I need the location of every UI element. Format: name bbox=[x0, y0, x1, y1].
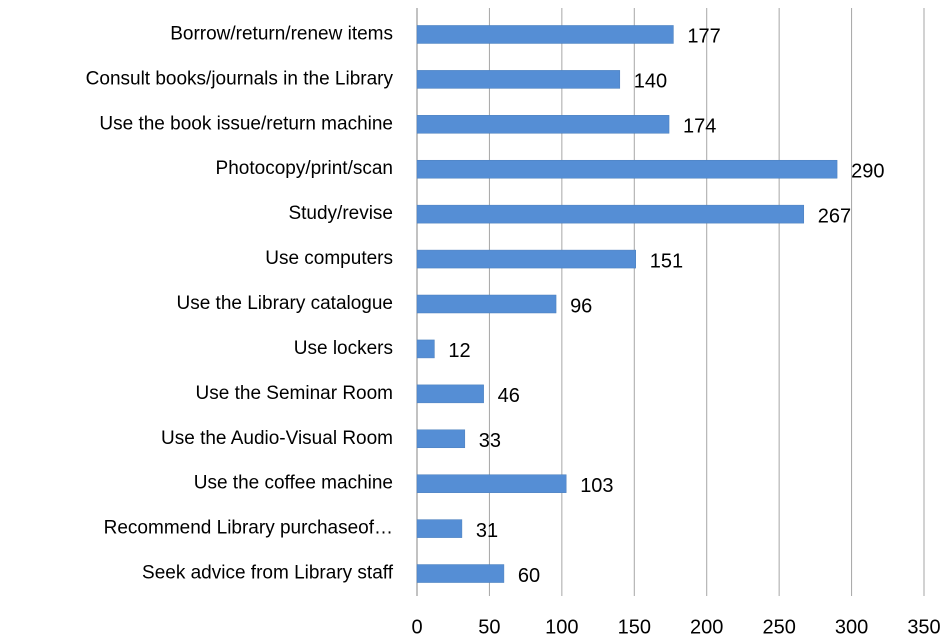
bar bbox=[416, 474, 567, 493]
y-tick-label: Use lockers bbox=[294, 338, 393, 359]
y-tick-label: Recommend Library purchaseof… bbox=[104, 518, 393, 539]
bar bbox=[416, 70, 621, 89]
data-label: 174 bbox=[683, 116, 716, 138]
data-label: 103 bbox=[580, 475, 613, 497]
data-label: 151 bbox=[650, 250, 683, 272]
data-label: 140 bbox=[634, 71, 667, 93]
y-tick-label: Use the Seminar Room bbox=[196, 383, 393, 404]
data-label: 31 bbox=[476, 520, 498, 542]
bar bbox=[416, 25, 674, 44]
x-tick-label: 100 bbox=[545, 616, 578, 638]
y-tick-label: Use the Library catalogue bbox=[176, 293, 393, 314]
data-label: 96 bbox=[570, 295, 592, 317]
y-tick-label: Use the coffee machine bbox=[194, 473, 393, 494]
data-label: 267 bbox=[818, 205, 851, 227]
data-label: 177 bbox=[687, 26, 720, 48]
x-tick-label: 250 bbox=[762, 616, 795, 638]
bar bbox=[416, 294, 557, 314]
x-tick-label: 200 bbox=[690, 616, 723, 638]
bar bbox=[416, 204, 805, 224]
x-tick-label: 350 bbox=[907, 616, 940, 638]
y-tick-label: Use computers bbox=[265, 248, 393, 269]
y-tick-label: Use the Audio-Visual Room bbox=[161, 428, 393, 449]
bar bbox=[416, 429, 466, 449]
y-tick-label: Seek advice from Library staff bbox=[142, 563, 394, 584]
bar bbox=[416, 115, 670, 134]
bar bbox=[416, 339, 435, 359]
x-tick-label: 50 bbox=[478, 616, 500, 638]
x-tick-label: 0 bbox=[411, 616, 422, 638]
bar bbox=[416, 519, 463, 538]
x-tick-label: 150 bbox=[618, 616, 651, 638]
y-tick-label: Consult books/journals in the Library bbox=[86, 68, 394, 89]
data-label: 33 bbox=[479, 430, 501, 452]
x-tick-label: 300 bbox=[835, 616, 868, 638]
data-label: 12 bbox=[448, 340, 470, 362]
bar bbox=[416, 384, 484, 404]
y-tick-label: Study/revise bbox=[288, 203, 393, 224]
data-label: 290 bbox=[851, 161, 884, 183]
data-label: 46 bbox=[498, 385, 520, 407]
bar bbox=[416, 159, 838, 179]
bar bbox=[416, 564, 505, 583]
y-tick-label: Photocopy/print/scan bbox=[216, 158, 393, 179]
y-tick-label: Borrow/return/renew items bbox=[170, 23, 393, 44]
data-label: 60 bbox=[518, 565, 540, 587]
bar bbox=[416, 249, 636, 269]
y-tick-label: Use the book issue/return machine bbox=[99, 113, 393, 134]
